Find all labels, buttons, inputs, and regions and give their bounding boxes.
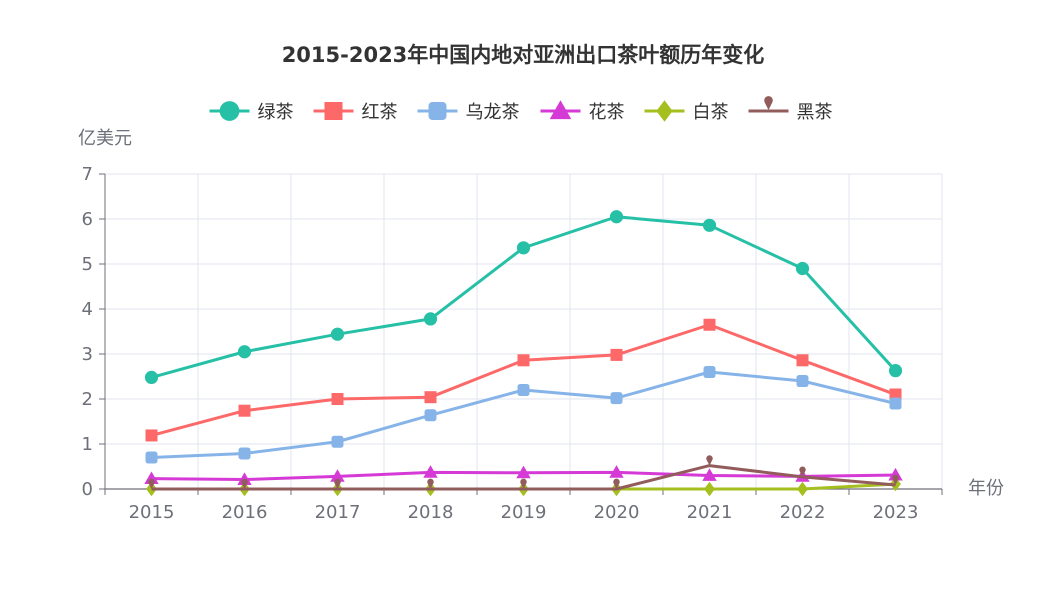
- series-乌龙茶: [145, 366, 902, 464]
- x-tick-label: 2022: [780, 502, 826, 523]
- x-tick-label: 2023: [873, 502, 919, 523]
- y-tick-label: 0: [82, 479, 93, 500]
- data-point: [702, 468, 717, 481]
- data-point: [148, 478, 155, 489]
- data-point: [888, 467, 903, 481]
- series-红茶: [145, 318, 902, 442]
- y-tick-label: 5: [82, 254, 93, 275]
- data-point: [703, 318, 716, 331]
- data-point: [517, 384, 530, 396]
- legend-item[interactable]: 白茶: [644, 100, 729, 123]
- data-point: [423, 312, 438, 326]
- legend-label: 红茶: [362, 102, 398, 123]
- data-point: [238, 447, 251, 460]
- data-point: [424, 409, 437, 422]
- series-绿茶: [144, 210, 903, 384]
- data-point: [423, 465, 438, 478]
- x-tick-label: 2017: [315, 502, 361, 523]
- data-point: [799, 466, 806, 477]
- data-point: [520, 478, 527, 489]
- data-point: [334, 478, 341, 489]
- legend-marker: [656, 100, 673, 122]
- x-tick-label: 2016: [222, 502, 268, 523]
- legend-marker: [324, 102, 343, 120]
- data-point: [144, 370, 159, 384]
- data-point: [144, 471, 159, 485]
- data-point: [516, 241, 531, 255]
- data-point: [427, 478, 434, 489]
- legend-item[interactable]: 红茶: [313, 102, 398, 123]
- data-point: [331, 435, 344, 448]
- data-point: [610, 392, 623, 405]
- x-axis-title: 年份: [968, 478, 1004, 499]
- legend: 绿茶 红茶 乌龙茶 花茶 白茶 黑茶: [209, 96, 833, 123]
- legend-label: 黑茶: [797, 102, 833, 123]
- y-tick-label: 2: [82, 389, 93, 410]
- grid: [104, 173, 943, 489]
- x-tick-label: 2018: [408, 502, 454, 523]
- y-tick-label: 1: [82, 434, 93, 455]
- y-tick-label: 4: [82, 299, 93, 320]
- data-point: [330, 469, 345, 482]
- axes: 0 1 2 3 4 5 6 7 2015 2016 2017 2018 2019 2020 2021 2022…: [82, 164, 943, 523]
- data-point: [703, 366, 716, 378]
- data-point: [888, 364, 903, 378]
- legend-label: 白茶: [693, 102, 729, 123]
- data-point: [613, 478, 620, 489]
- legend-marker: [549, 100, 572, 120]
- data-point: [331, 393, 344, 405]
- data-point: [706, 455, 713, 466]
- legend-marker: [764, 96, 773, 110]
- data-point: [892, 474, 899, 485]
- y-tick-label: 6: [82, 209, 93, 230]
- legend-marker: [219, 101, 240, 121]
- y-tick-label: 3: [82, 344, 93, 365]
- legend-item[interactable]: 花茶: [540, 100, 625, 123]
- x-tick-label: 2020: [594, 502, 640, 523]
- legend-item[interactable]: 黑茶: [748, 96, 833, 123]
- data-point: [796, 354, 809, 367]
- y-axis-title: 亿美元: [78, 128, 132, 149]
- data-point: [609, 210, 624, 224]
- data-point: [241, 478, 248, 489]
- x-tick-label: 2015: [129, 502, 175, 523]
- chart-title: 2015-2023年中国内地对亚洲出口茶叶额历年变化: [282, 43, 765, 67]
- series-layer: [144, 210, 903, 497]
- data-point: [517, 354, 530, 367]
- y-tick-label: 7: [82, 164, 93, 185]
- legend-label: 乌龙茶: [466, 102, 520, 123]
- data-point: [889, 397, 902, 410]
- x-tick-label: 2019: [501, 502, 547, 523]
- series-黑茶: [148, 455, 899, 491]
- data-point: [610, 348, 623, 361]
- data-point: [145, 429, 158, 442]
- data-point: [330, 327, 345, 341]
- legend-item[interactable]: 乌龙茶: [417, 102, 520, 123]
- data-point: [424, 391, 437, 404]
- data-point: [145, 451, 158, 464]
- x-tick-label: 2021: [687, 502, 733, 523]
- legend-marker: [428, 102, 447, 120]
- data-point: [238, 404, 251, 417]
- data-point: [237, 345, 252, 359]
- data-point: [609, 465, 624, 478]
- legend-label: 花茶: [589, 102, 625, 123]
- data-point: [702, 218, 717, 232]
- legend-item[interactable]: 绿茶: [209, 101, 294, 123]
- data-point: [795, 261, 810, 276]
- data-point: [704, 481, 715, 497]
- data-point: [797, 481, 808, 497]
- data-point: [796, 375, 809, 387]
- data-point: [516, 465, 531, 479]
- legend-label: 绿茶: [258, 102, 294, 123]
